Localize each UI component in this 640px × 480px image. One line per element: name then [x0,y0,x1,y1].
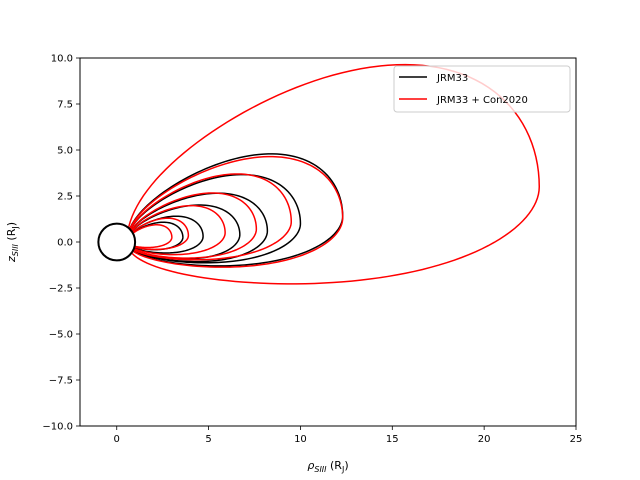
legend: JRM33 JRM33 + Con2020 [393,65,571,113]
y-tick-label: 0.0 [57,238,73,249]
y-axis-ticks: −10.0 −7.5 −5.0 −2.5 0.0 2.5 5.0 7.5 10.0 [42,54,80,433]
y-tick-label: 2.5 [57,192,73,203]
legend-label-jrm33-con2020: JRM33 + Con2020 [436,95,528,106]
x-tick-label: 20 [478,434,491,445]
x-tick-label: 0 [114,434,120,445]
planet-outline [97,222,137,262]
field-line [126,224,173,249]
field-line [126,192,258,259]
field-line [126,204,226,256]
series-jrm33-con2020 [126,63,541,285]
field-line [126,217,190,251]
y-tick-label: 10.0 [51,54,73,65]
y-tick-label: −7.5 [49,376,73,387]
x-axis-ticks: 0 5 10 15 20 25 [114,426,583,445]
field-line [126,63,541,285]
plot-area [97,63,541,285]
field-line [126,173,302,264]
x-axis-label: ρSIII (RJ) [307,459,348,474]
y-tick-label: −2.5 [49,284,73,295]
y-axis-label: zSIII (RJ) [5,222,20,263]
y-tick-label: 7.5 [57,100,73,111]
y-tick-label: 5.0 [57,146,73,157]
legend-box [393,65,571,113]
y-tick-label: −5.0 [49,330,73,341]
x-tick-label: 10 [294,434,307,445]
x-tick-label: 15 [386,434,399,445]
x-tick-label: 5 [205,434,211,445]
y-tick-label: −10.0 [42,422,73,433]
x-tick-label: 25 [570,434,583,445]
legend-label-jrm33: JRM33 [436,73,468,84]
field-line [126,173,293,261]
series-layer [97,63,541,285]
field-line [126,155,344,268]
